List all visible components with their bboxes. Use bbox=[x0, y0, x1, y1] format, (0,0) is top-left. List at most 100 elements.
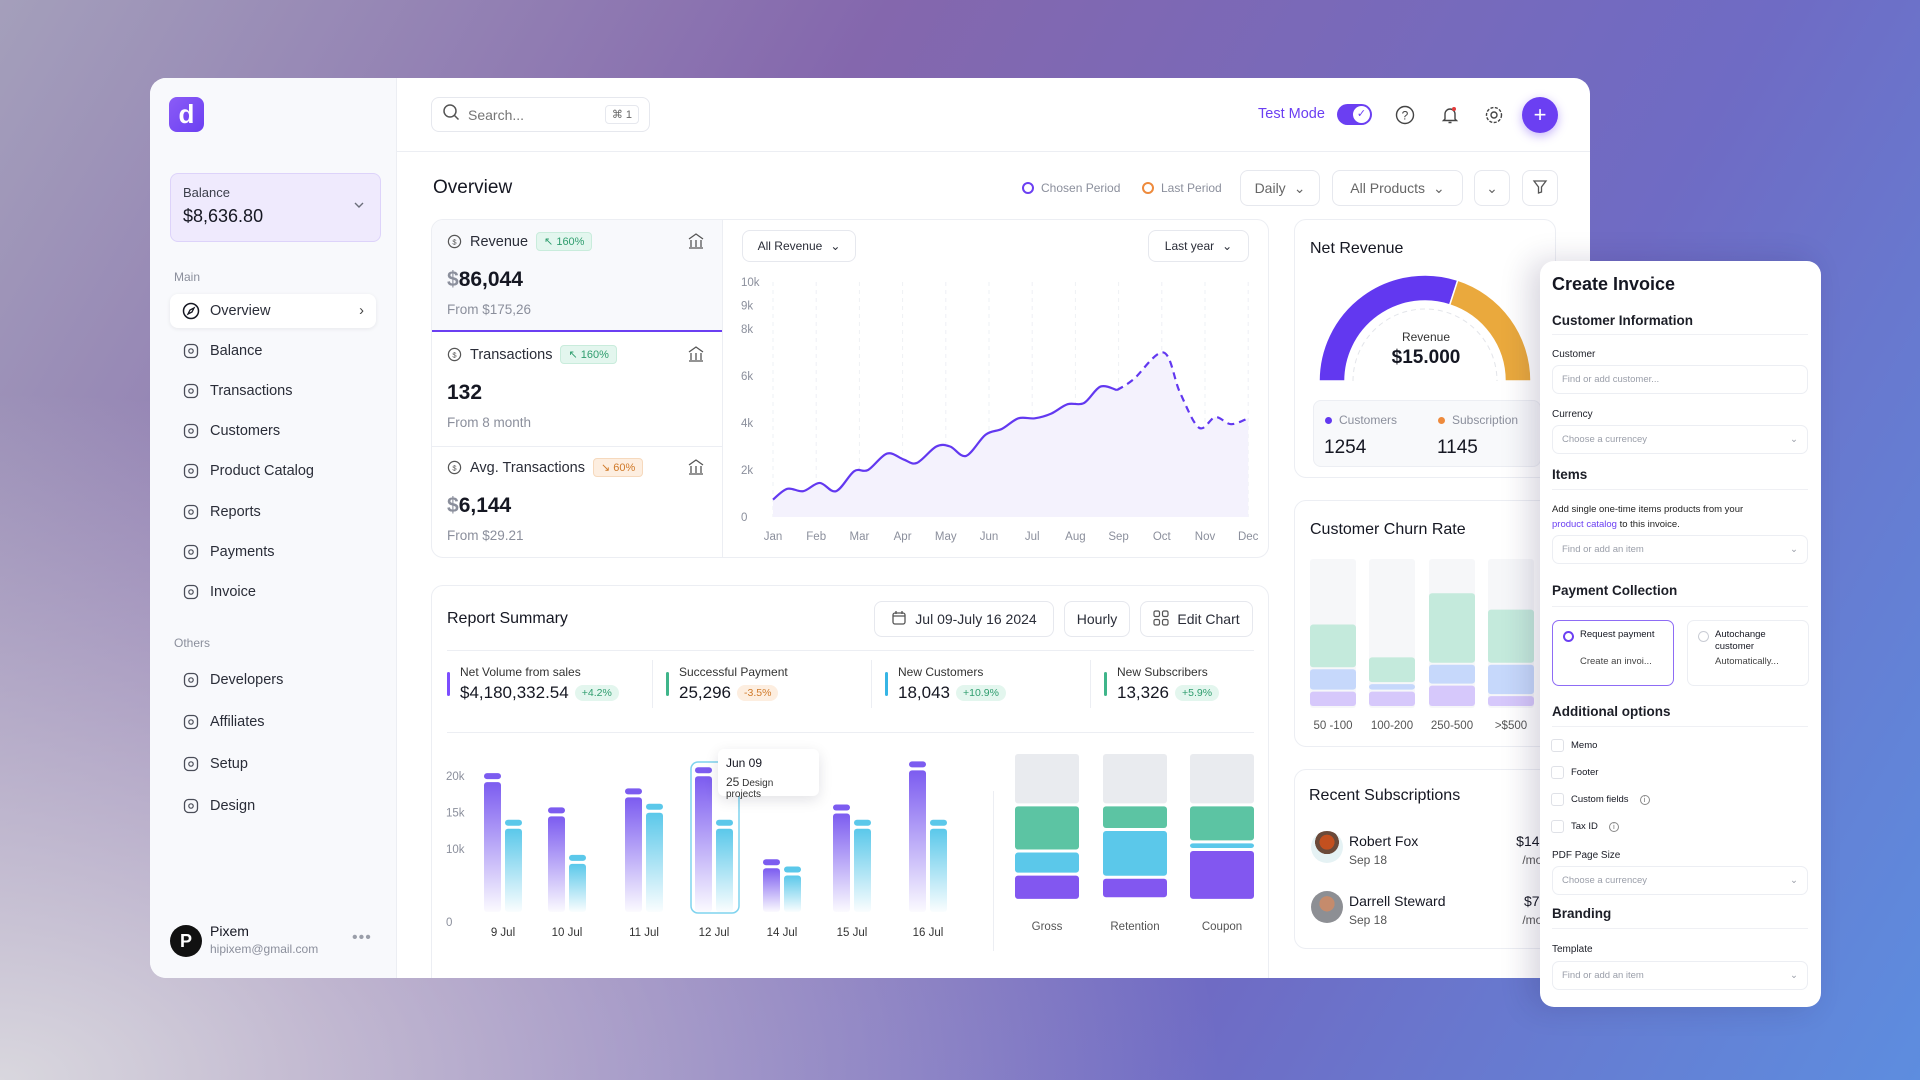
revenue-filter-dropdown[interactable]: All Revenue ⌄ bbox=[742, 230, 856, 262]
user-profile[interactable]: P Pixem hipixem@gmail.com ••• bbox=[170, 923, 380, 959]
radio-icon[interactable] bbox=[1563, 631, 1574, 642]
checkbox-custom-fields[interactable]: Custom fields i bbox=[1551, 793, 1650, 806]
pdf-size-select[interactable]: Choose a currencey ⌄ bbox=[1552, 866, 1808, 895]
checkbox-box[interactable] bbox=[1551, 739, 1564, 752]
chevron-down-icon bbox=[352, 198, 366, 217]
sidebar-item-balance[interactable]: Balance bbox=[170, 334, 376, 368]
kpi-label: Transactions bbox=[470, 346, 553, 363]
report-stat: Successful Payment 25,296 -3.5% bbox=[652, 660, 871, 708]
receipt-icon bbox=[182, 583, 200, 601]
sidebar: d Balance $8,636.80 Main Overview › Balanc… bbox=[150, 78, 397, 978]
kpi-value: 86,044 bbox=[458, 268, 523, 291]
sidebar-item-customers[interactable]: Customers bbox=[170, 414, 376, 448]
info-icon[interactable]: i bbox=[1608, 821, 1619, 832]
currency-select[interactable]: Choose a currencey ⌄ bbox=[1552, 425, 1808, 454]
test-mode-toggle[interactable]: ✓ bbox=[1337, 104, 1372, 125]
add-button[interactable]: + bbox=[1522, 97, 1558, 133]
kpi-value: 132 bbox=[447, 381, 483, 404]
page-title: Overview bbox=[433, 177, 513, 198]
info-icon[interactable]: i bbox=[1639, 794, 1650, 805]
customers-value: 1254 bbox=[1324, 437, 1367, 458]
template-placeholder: Find or add an item bbox=[1562, 970, 1644, 981]
report-title: Report Summary bbox=[447, 610, 568, 627]
logo[interactable]: d bbox=[169, 97, 204, 132]
sidebar-item-label: Invoice bbox=[210, 583, 256, 600]
help-icon[interactable]: ? bbox=[1395, 105, 1415, 130]
checkbox-tax-id[interactable]: Tax ID i bbox=[1551, 820, 1619, 833]
customer-input[interactable]: Find or add customer... bbox=[1552, 365, 1808, 394]
stat-color-bar bbox=[666, 672, 669, 696]
stat-color-bar bbox=[885, 672, 888, 696]
checkbox-box[interactable] bbox=[1551, 793, 1564, 806]
stat-value: 18,043 bbox=[898, 683, 950, 702]
search-input[interactable] bbox=[468, 106, 588, 123]
kpi-change-badge: ↖ 160% bbox=[536, 232, 593, 251]
sidebar-item-product-catalog[interactable]: Product Catalog bbox=[170, 454, 376, 488]
filter-button[interactable] bbox=[1522, 170, 1558, 206]
sidebar-item-setup[interactable]: Setup bbox=[170, 747, 376, 781]
sidebar-item-reports[interactable]: Reports bbox=[170, 495, 376, 529]
palette-icon bbox=[182, 797, 200, 815]
customers-dot bbox=[1325, 416, 1332, 424]
sidebar-item-developers[interactable]: Developers bbox=[170, 663, 376, 697]
header-divider bbox=[397, 151, 1590, 152]
checkbox-footer[interactable]: Footer bbox=[1551, 766, 1598, 779]
notification-bell-icon[interactable] bbox=[1440, 105, 1460, 130]
stat-change-badge: +5.9% bbox=[1175, 685, 1220, 701]
more-options-icon[interactable]: ••• bbox=[352, 929, 372, 946]
sidebar-item-invoice[interactable]: Invoice bbox=[170, 575, 376, 609]
template-select[interactable]: Find or add an item ⌄ bbox=[1552, 961, 1808, 990]
legend-last-label: Last Period bbox=[1161, 181, 1222, 195]
item-placeholder: Find or add an item bbox=[1562, 544, 1644, 555]
kpi-label: Revenue bbox=[470, 233, 529, 250]
chevron-down-icon: ⌄ bbox=[1222, 239, 1233, 253]
products-dropdown[interactable]: All Products ⌄ bbox=[1332, 170, 1463, 206]
interval-button[interactable]: Hourly bbox=[1064, 601, 1130, 637]
checkbox-memo[interactable]: Memo bbox=[1551, 739, 1597, 752]
subscriber-name: Robert Fox bbox=[1349, 833, 1419, 849]
balance-value: $8,636.80 bbox=[183, 206, 264, 226]
range-dropdown[interactable]: Last year ⌄ bbox=[1148, 230, 1249, 262]
kpi-subtext: From $175,26 bbox=[447, 302, 532, 317]
section-label-main: Main bbox=[174, 270, 201, 284]
product-catalog-link[interactable]: product catalog bbox=[1552, 519, 1617, 530]
sidebar-item-design[interactable]: Design bbox=[170, 789, 376, 823]
item-select[interactable]: Find or add an item ⌄ bbox=[1552, 535, 1808, 564]
bank-icon[interactable] bbox=[687, 345, 705, 368]
bank-icon[interactable] bbox=[687, 458, 705, 481]
settings-gear-icon[interactable] bbox=[1484, 105, 1504, 130]
sidebar-item-transactions[interactable]: Transactions bbox=[170, 374, 376, 408]
search-box[interactable]: ⌘ 1 bbox=[431, 97, 650, 132]
kpi-revenue[interactable]: $ Revenue ↖ 160% $86,044 From $175,26 bbox=[432, 220, 722, 332]
radio-icon[interactable] bbox=[1698, 631, 1709, 642]
kpi-avg-transactions[interactable]: $ Avg. Transactions ↘ 60% $6,144 From $29.21 bbox=[432, 446, 722, 557]
sidebar-item-overview[interactable]: Overview › bbox=[170, 294, 376, 328]
checkbox-label: Footer bbox=[1571, 767, 1599, 778]
customer-placeholder: Find or add customer... bbox=[1562, 374, 1660, 385]
date-range-button[interactable]: Jul 09-July 16 2024 bbox=[874, 601, 1054, 637]
balance-selector[interactable]: Balance $8,636.80 bbox=[170, 173, 381, 242]
sidebar-item-payments[interactable]: Payments bbox=[170, 535, 376, 569]
sidebar-item-affiliates[interactable]: Affiliates bbox=[170, 705, 376, 739]
period-dropdown[interactable]: Daily ⌄ bbox=[1240, 170, 1320, 206]
payment-option[interactable]: Autochange customer Automatically... bbox=[1687, 620, 1809, 686]
gauge-center-value: $15.000 bbox=[1391, 347, 1461, 368]
expand-dropdown-button[interactable]: ⌄ bbox=[1474, 170, 1510, 206]
payment-option[interactable]: Request payment Create an invoi... bbox=[1552, 620, 1674, 686]
period-value: Daily bbox=[1254, 180, 1286, 196]
subscription-dot bbox=[1438, 416, 1445, 424]
edit-chart-button[interactable]: Edit Chart bbox=[1140, 601, 1253, 637]
subscription-label: Subscription bbox=[1452, 413, 1519, 427]
additional-options-heading: Additional options bbox=[1552, 704, 1671, 719]
kpi-transactions[interactable]: $ Transactions ↖ 160% 132 From 8 month bbox=[432, 333, 722, 445]
sidebar-item-label: Product Catalog bbox=[210, 463, 314, 480]
checkbox-box[interactable] bbox=[1551, 766, 1564, 779]
sidebar-item-label: Design bbox=[210, 798, 256, 814]
subscriber-name: Darrell Steward bbox=[1349, 893, 1446, 909]
stat-color-bar bbox=[447, 672, 450, 696]
test-mode-label: Test Mode bbox=[1258, 106, 1325, 122]
bank-icon[interactable] bbox=[687, 232, 705, 255]
checkbox-box[interactable] bbox=[1551, 820, 1564, 833]
